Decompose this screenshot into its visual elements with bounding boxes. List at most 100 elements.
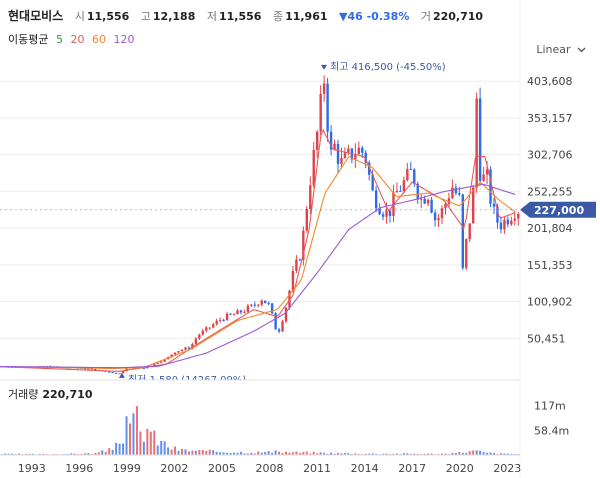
price-y-tick-label: 100,902 bbox=[527, 296, 573, 309]
volume-bar bbox=[45, 454, 48, 455]
price-candle bbox=[333, 143, 336, 150]
volume-bar bbox=[475, 450, 478, 455]
volume-bar bbox=[194, 450, 197, 455]
price-y-tick-label: 201,804 bbox=[527, 222, 573, 235]
volume-bar bbox=[236, 452, 239, 455]
price-candle bbox=[111, 372, 114, 374]
volume-panel-value: 220,710 bbox=[42, 388, 93, 401]
volume-bar bbox=[38, 453, 41, 455]
volume-y-tick-label: 58.4m bbox=[534, 424, 569, 437]
volume-bar bbox=[454, 453, 457, 455]
x-tick-label: 1993 bbox=[18, 462, 46, 475]
volume-bar bbox=[316, 453, 319, 455]
volume-bar bbox=[506, 453, 509, 455]
price-candle bbox=[302, 230, 305, 260]
volume-bar bbox=[229, 453, 232, 455]
volume-bar bbox=[239, 451, 242, 455]
volume-bar bbox=[80, 453, 83, 455]
volume-bar bbox=[451, 452, 454, 455]
price-candle bbox=[430, 199, 433, 213]
price-candle bbox=[208, 327, 211, 329]
price-candle bbox=[322, 83, 326, 94]
price-y-tick-label: 302,706 bbox=[527, 149, 573, 162]
price-candle bbox=[402, 180, 406, 192]
price-candle bbox=[267, 303, 270, 305]
price-candle bbox=[312, 149, 315, 186]
ma-legend-5[interactable]: 5 bbox=[55, 33, 63, 46]
volume-bar bbox=[406, 453, 409, 455]
volume-bar bbox=[447, 454, 450, 455]
price-candle bbox=[395, 190, 399, 193]
volume-bar bbox=[104, 451, 107, 455]
volume-bar bbox=[0, 454, 3, 455]
volume-bar bbox=[142, 441, 145, 455]
volume-bar bbox=[187, 451, 190, 455]
volume-bar bbox=[226, 452, 229, 455]
high-label: 고 bbox=[140, 10, 151, 23]
scale-label: Linear bbox=[536, 43, 571, 56]
price-candle bbox=[472, 187, 475, 224]
price-chart[interactable]: 50,451 100,902 151,353 201,804 252,255 302,70… bbox=[0, 0, 600, 380]
volume-bar bbox=[472, 450, 475, 455]
change-value: ▼46 -0.38% bbox=[339, 10, 410, 23]
price-candle bbox=[291, 270, 295, 291]
price-candle bbox=[270, 303, 274, 314]
volume-bar bbox=[7, 453, 10, 455]
volume-bar bbox=[319, 452, 322, 455]
price-candle bbox=[468, 223, 471, 240]
ma-line-120 bbox=[0, 183, 516, 369]
volume-bar bbox=[184, 449, 187, 455]
volume-bar bbox=[181, 448, 183, 455]
volume-bar bbox=[371, 453, 374, 455]
price-candle bbox=[492, 203, 496, 207]
volume-bar bbox=[219, 452, 222, 455]
ma-legend-20[interactable]: 20 bbox=[70, 33, 85, 46]
volume-bar bbox=[278, 451, 281, 455]
x-tick-label: 2017 bbox=[398, 462, 426, 475]
price-candle bbox=[388, 210, 392, 216]
volume-bar bbox=[298, 452, 301, 455]
volume-bar bbox=[215, 451, 218, 455]
low-label: 저 bbox=[206, 10, 217, 23]
price-candle bbox=[239, 310, 243, 313]
price-candle bbox=[288, 290, 291, 308]
volume-bar bbox=[129, 423, 131, 455]
price-candle bbox=[499, 222, 503, 230]
volume-bar bbox=[416, 453, 419, 455]
price-candle bbox=[260, 300, 263, 305]
volume-bar bbox=[28, 453, 31, 455]
price-candle bbox=[257, 304, 260, 306]
price-candle bbox=[361, 147, 364, 153]
volume-bar bbox=[517, 454, 520, 455]
price-candle bbox=[142, 368, 146, 370]
volume-bar bbox=[132, 413, 135, 455]
volume-bar bbox=[458, 451, 461, 455]
volume-bar bbox=[513, 454, 516, 455]
volume-bar bbox=[281, 452, 284, 455]
volume-bar bbox=[191, 450, 194, 455]
price-candle bbox=[326, 83, 329, 132]
price-candle bbox=[160, 361, 163, 363]
scale-toggle-button[interactable]: Linear bbox=[536, 43, 586, 56]
volume-y-tick-label: 117m bbox=[534, 400, 566, 413]
volume-bar bbox=[243, 453, 246, 455]
volume-bar bbox=[510, 453, 513, 455]
volume-bar bbox=[285, 451, 287, 455]
volume-label: 거 bbox=[420, 10, 431, 23]
price-y-tick-label: 50,451 bbox=[527, 332, 566, 345]
price-candle bbox=[465, 239, 468, 268]
volume-bar bbox=[423, 453, 426, 455]
low-value: 11,556 bbox=[218, 10, 262, 23]
volume-bar bbox=[427, 453, 430, 455]
price-candle bbox=[90, 368, 94, 370]
volume-bar bbox=[156, 445, 159, 455]
volume-bar bbox=[149, 431, 152, 455]
volume-bar bbox=[430, 453, 433, 455]
ma-legend-120[interactable]: 120 bbox=[113, 33, 135, 46]
volume-bar bbox=[309, 453, 312, 455]
x-tick-label: 2014 bbox=[351, 462, 379, 475]
ma-legend-60[interactable]: 60 bbox=[91, 33, 106, 46]
volume-bar bbox=[368, 453, 371, 455]
volume-bar bbox=[42, 453, 45, 455]
price-candle bbox=[440, 208, 444, 219]
